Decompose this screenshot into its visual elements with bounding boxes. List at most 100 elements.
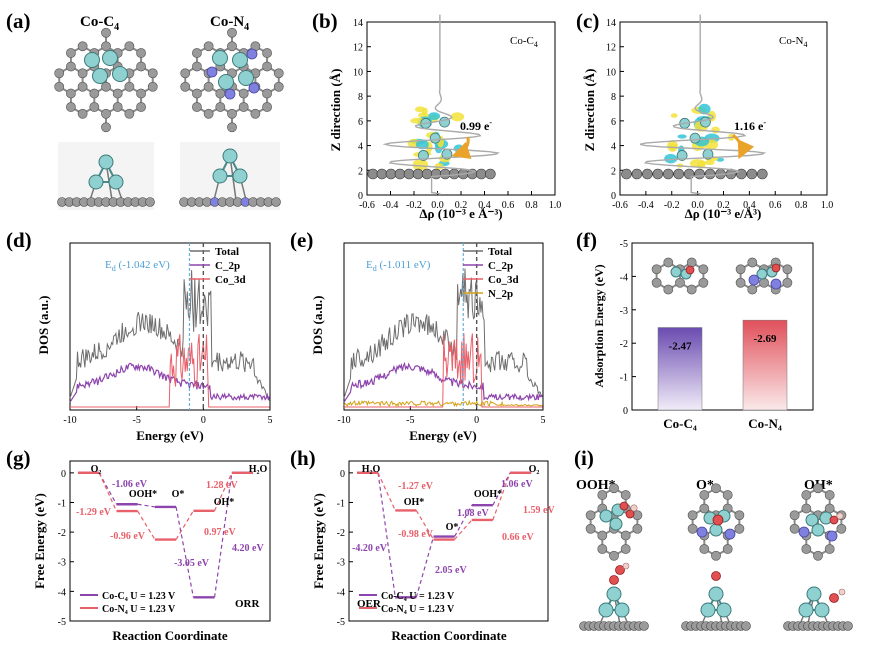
series-co3d xyxy=(70,334,270,408)
substrate-atom xyxy=(367,168,379,180)
n-atom xyxy=(826,530,838,542)
y-tick-label: 4 xyxy=(611,142,616,153)
y-tick-label: -1 xyxy=(620,373,628,384)
energy-annotation: 1.06 eV xyxy=(501,479,533,490)
atom xyxy=(101,41,111,52)
panel-b-charge-label: 0.99 e- xyxy=(460,118,492,133)
co-atom xyxy=(670,266,682,278)
atom xyxy=(687,523,698,534)
panel-d: -10 -5 0 5 DOS (a.u.) Energy (eV) Ed (-1.04… xyxy=(36,242,273,443)
y-tick-label: -3 xyxy=(58,558,66,569)
atom xyxy=(215,102,226,112)
isosurface-blob xyxy=(450,112,465,122)
atom xyxy=(136,48,146,58)
co-c4-top-view xyxy=(54,27,158,133)
substrate-atom xyxy=(694,168,705,180)
y-tick-label: 12 xyxy=(606,43,616,54)
atom xyxy=(782,264,793,275)
atom xyxy=(801,503,812,514)
panel-c-tag: Co-N4 xyxy=(779,35,807,49)
bar-1 xyxy=(657,327,703,411)
energy-connector xyxy=(454,519,473,540)
substrate-atom xyxy=(476,168,487,180)
y-tick-label: -5 xyxy=(58,617,66,628)
atom xyxy=(824,490,835,500)
atom xyxy=(801,544,812,554)
atom xyxy=(89,88,100,99)
panel-d-curves xyxy=(69,243,271,410)
atom xyxy=(747,257,758,268)
atom xyxy=(77,81,88,92)
energy-connector xyxy=(377,472,396,598)
co-atom xyxy=(708,586,724,602)
o-atom xyxy=(829,515,839,525)
atom xyxy=(203,108,214,119)
y-tick-label: 4 xyxy=(358,142,363,153)
x-tick-label: 0.0 xyxy=(691,200,704,211)
energy-annotation: -1.06 eV xyxy=(112,479,148,490)
atom xyxy=(789,510,800,521)
atom xyxy=(101,108,111,119)
atom xyxy=(609,483,619,494)
series-co3d xyxy=(344,333,543,408)
energy-annotation: -1.27 eV xyxy=(398,481,434,492)
atom xyxy=(620,490,631,500)
o-atom xyxy=(625,509,635,519)
legend-label: Co_3d xyxy=(488,274,519,286)
panel-label-d: (d) xyxy=(6,228,32,252)
atom xyxy=(66,88,76,99)
panel-labels: (a) (b) (c) (d) (e) (f) (g) (h) (i) xyxy=(6,9,599,470)
atom xyxy=(101,81,111,92)
energy-annotation: -1.29 eV xyxy=(76,507,112,518)
o-atom xyxy=(771,263,781,273)
panel-c-transfer-arrow xyxy=(732,133,755,160)
atom xyxy=(192,48,202,58)
atom xyxy=(89,102,100,112)
legend-label: Co-N₄ U = 1.23 V xyxy=(102,604,176,615)
energy-annotation: -0.98 eV xyxy=(398,529,434,540)
n-atom xyxy=(770,278,782,290)
panel-c-charge-curve xyxy=(639,14,767,195)
panel-b-transfer-arrow xyxy=(451,136,472,159)
legend-label: Co_3d xyxy=(215,274,246,286)
atom xyxy=(77,41,88,52)
isosurface-blob xyxy=(434,162,444,170)
energy-connector xyxy=(492,472,511,521)
co-atom xyxy=(212,168,228,184)
energy-annotation: 0.97 eV xyxy=(204,527,236,538)
y-tick-label: 10 xyxy=(606,67,616,78)
panel-g-ylabel: Free Energy (eV) xyxy=(32,493,47,589)
atom xyxy=(250,108,261,119)
n-atom xyxy=(798,526,810,538)
panel-b-ticks: -0.6 -0.4 -0.2 0.0 0.2 0.4 0.6 0.8 1.0 0 2 4 6 8 10 12 1… xyxy=(353,18,561,211)
isosurface-blob xyxy=(677,134,687,139)
energy-annotation: -0.96 eV xyxy=(110,531,146,542)
o-atom xyxy=(685,265,695,275)
x-tick-label: 0.6 xyxy=(769,200,782,211)
panel-c-ylabel: Z direction (Å) xyxy=(582,69,597,152)
atom xyxy=(66,48,76,58)
y-tick-label: -3 xyxy=(620,306,628,317)
co-n4-side-view xyxy=(179,142,281,210)
co-atom xyxy=(805,513,819,527)
atom xyxy=(273,81,284,92)
x-tick-label: 5 xyxy=(268,415,273,426)
substrate-atom xyxy=(421,168,433,180)
atom xyxy=(124,108,135,119)
panel-label-c: (c) xyxy=(576,9,599,33)
panel-a: Co-C4 Co-N4 xyxy=(54,14,284,210)
bar-2 xyxy=(742,319,788,411)
atom xyxy=(597,490,608,500)
atom xyxy=(262,61,272,72)
co-atom xyxy=(700,602,716,618)
step-label: H₂O xyxy=(362,464,381,475)
ooh-top-view xyxy=(585,483,643,561)
y-tick-label: 0 xyxy=(623,406,628,417)
substrate-atom xyxy=(376,168,388,180)
co-atom xyxy=(417,150,429,161)
co-atom xyxy=(609,517,623,531)
x-tick-label: -5 xyxy=(406,415,414,426)
atom xyxy=(735,277,746,288)
panel-f-axes-frame xyxy=(631,242,814,411)
